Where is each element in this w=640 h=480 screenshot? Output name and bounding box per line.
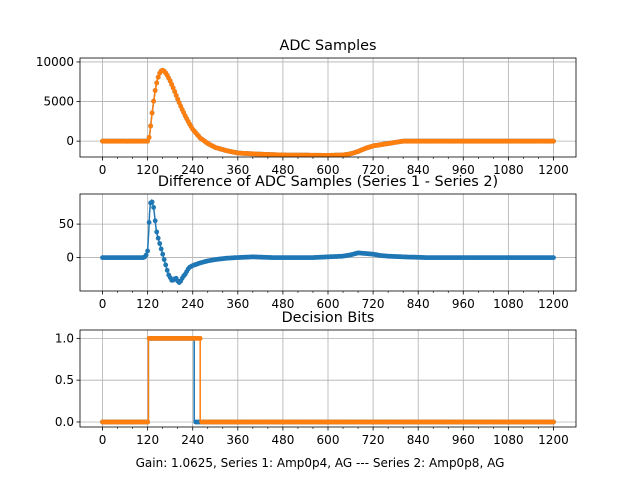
data-point <box>145 138 151 144</box>
data-point <box>155 74 161 80</box>
data-point <box>145 248 151 254</box>
data-layer <box>100 336 556 425</box>
data-point <box>158 246 164 252</box>
x-tick-label: 120 <box>136 297 159 311</box>
data-point <box>154 80 160 86</box>
x-tick-label: 600 <box>317 433 340 447</box>
subplots: 0 120 240 360 480 600 720 840 960 1080 12000500010… <box>36 38 577 447</box>
data-point <box>143 252 149 258</box>
x-tick-label: 0 <box>99 297 107 311</box>
subplot-title: Decision Bits <box>282 310 375 326</box>
data-point <box>551 138 556 144</box>
data-point <box>551 419 556 425</box>
data-point <box>172 89 178 94</box>
y-tick-label: 5000 <box>43 95 74 109</box>
data-point <box>152 88 158 93</box>
x-tick-label: 0 <box>99 433 107 447</box>
x-tick-label: 840 <box>407 433 430 447</box>
x-tick-label: 1080 <box>493 297 524 311</box>
x-tick-label: 1200 <box>538 433 569 447</box>
x-tick-label: 720 <box>362 433 385 447</box>
y-tick-label: 0.5 <box>55 373 74 387</box>
x-tick-label: 960 <box>452 297 475 311</box>
data-point <box>163 262 169 268</box>
axes-frame <box>79 193 577 292</box>
x-tick-label: 0 <box>99 163 107 177</box>
y-tick-label: 50 <box>59 217 74 231</box>
x-tick-label: 600 <box>317 297 340 311</box>
x-tick-label: 120 <box>136 163 159 177</box>
data-point <box>161 257 167 262</box>
x-tick-label: 840 <box>407 297 430 311</box>
y-tick-label: 0 <box>66 134 74 148</box>
x-tick-label: 480 <box>271 297 294 311</box>
data-point <box>152 218 158 224</box>
data-layer <box>100 67 556 157</box>
x-tick-label: 600 <box>317 163 340 177</box>
y-tick-label: 0.0 <box>55 415 74 429</box>
x-tick-label: 960 <box>452 163 475 177</box>
x-tick-label: 480 <box>271 163 294 177</box>
x-tick-label: 1200 <box>538 297 569 311</box>
x-tick-label: 720 <box>362 297 385 311</box>
y-tick-label: 1.0 <box>55 331 74 345</box>
series-2 <box>100 336 556 425</box>
x-tick-label: 960 <box>452 433 475 447</box>
data-point <box>197 336 203 341</box>
subplot-2: 0 120 240 360 480 600 720 840 960 1080 1200 0 50 Diff… <box>59 174 577 311</box>
y-tick-label: 10000 <box>36 55 74 69</box>
x-tick-label: 120 <box>136 433 159 447</box>
data-point <box>149 199 155 205</box>
axes-frame <box>79 57 577 158</box>
data-point <box>146 135 152 140</box>
data-point <box>155 235 161 241</box>
x-tick-label: 1080 <box>493 163 524 177</box>
x-tick-label: 1200 <box>538 163 569 177</box>
data-point <box>164 267 170 273</box>
x-tick-label: 360 <box>226 433 249 447</box>
data-point <box>146 220 152 225</box>
x-tick-label: 240 <box>181 163 204 177</box>
data-point <box>173 93 179 98</box>
y-tick-label: 0 <box>66 251 74 265</box>
x-tick-label: 240 <box>181 297 204 311</box>
x-tick-label: 240 <box>181 433 204 447</box>
data-point <box>154 229 160 235</box>
x-tick-label: 480 <box>271 433 294 447</box>
data-point <box>551 255 556 260</box>
data-point <box>160 251 166 257</box>
x-tick-label: 360 <box>226 297 249 311</box>
figure-caption: Gain: 1.0625, Series 1: Amp0p4, AG --- S… <box>136 456 505 470</box>
x-tick-label: 840 <box>407 163 430 177</box>
data-point <box>145 419 151 425</box>
x-tick-label: 360 <box>226 163 249 177</box>
data-point <box>151 205 157 210</box>
data-layer <box>100 198 556 285</box>
x-tick-label: 1080 <box>493 433 524 447</box>
axes-frame <box>79 329 577 428</box>
data-point <box>148 123 154 129</box>
subplot-1: 0 120 240 360 480 600 720 840 960 1080 1200 0 5000 10… <box>36 38 577 177</box>
subplot-title: Difference of ADC Samples (Series 1 - Se… <box>158 174 498 190</box>
data-point <box>170 85 176 91</box>
subplot-title: ADC Samples <box>279 38 376 54</box>
data-point <box>157 241 163 246</box>
data-point <box>151 98 157 104</box>
x-tick-label: 720 <box>362 163 385 177</box>
series-1 <box>100 198 556 285</box>
data-point <box>149 110 155 116</box>
subplot-3: 0 120 240 360 480 600 720 840 960 1080 1200 0.0 0.5 1… <box>55 310 577 447</box>
series-2 <box>100 67 556 157</box>
